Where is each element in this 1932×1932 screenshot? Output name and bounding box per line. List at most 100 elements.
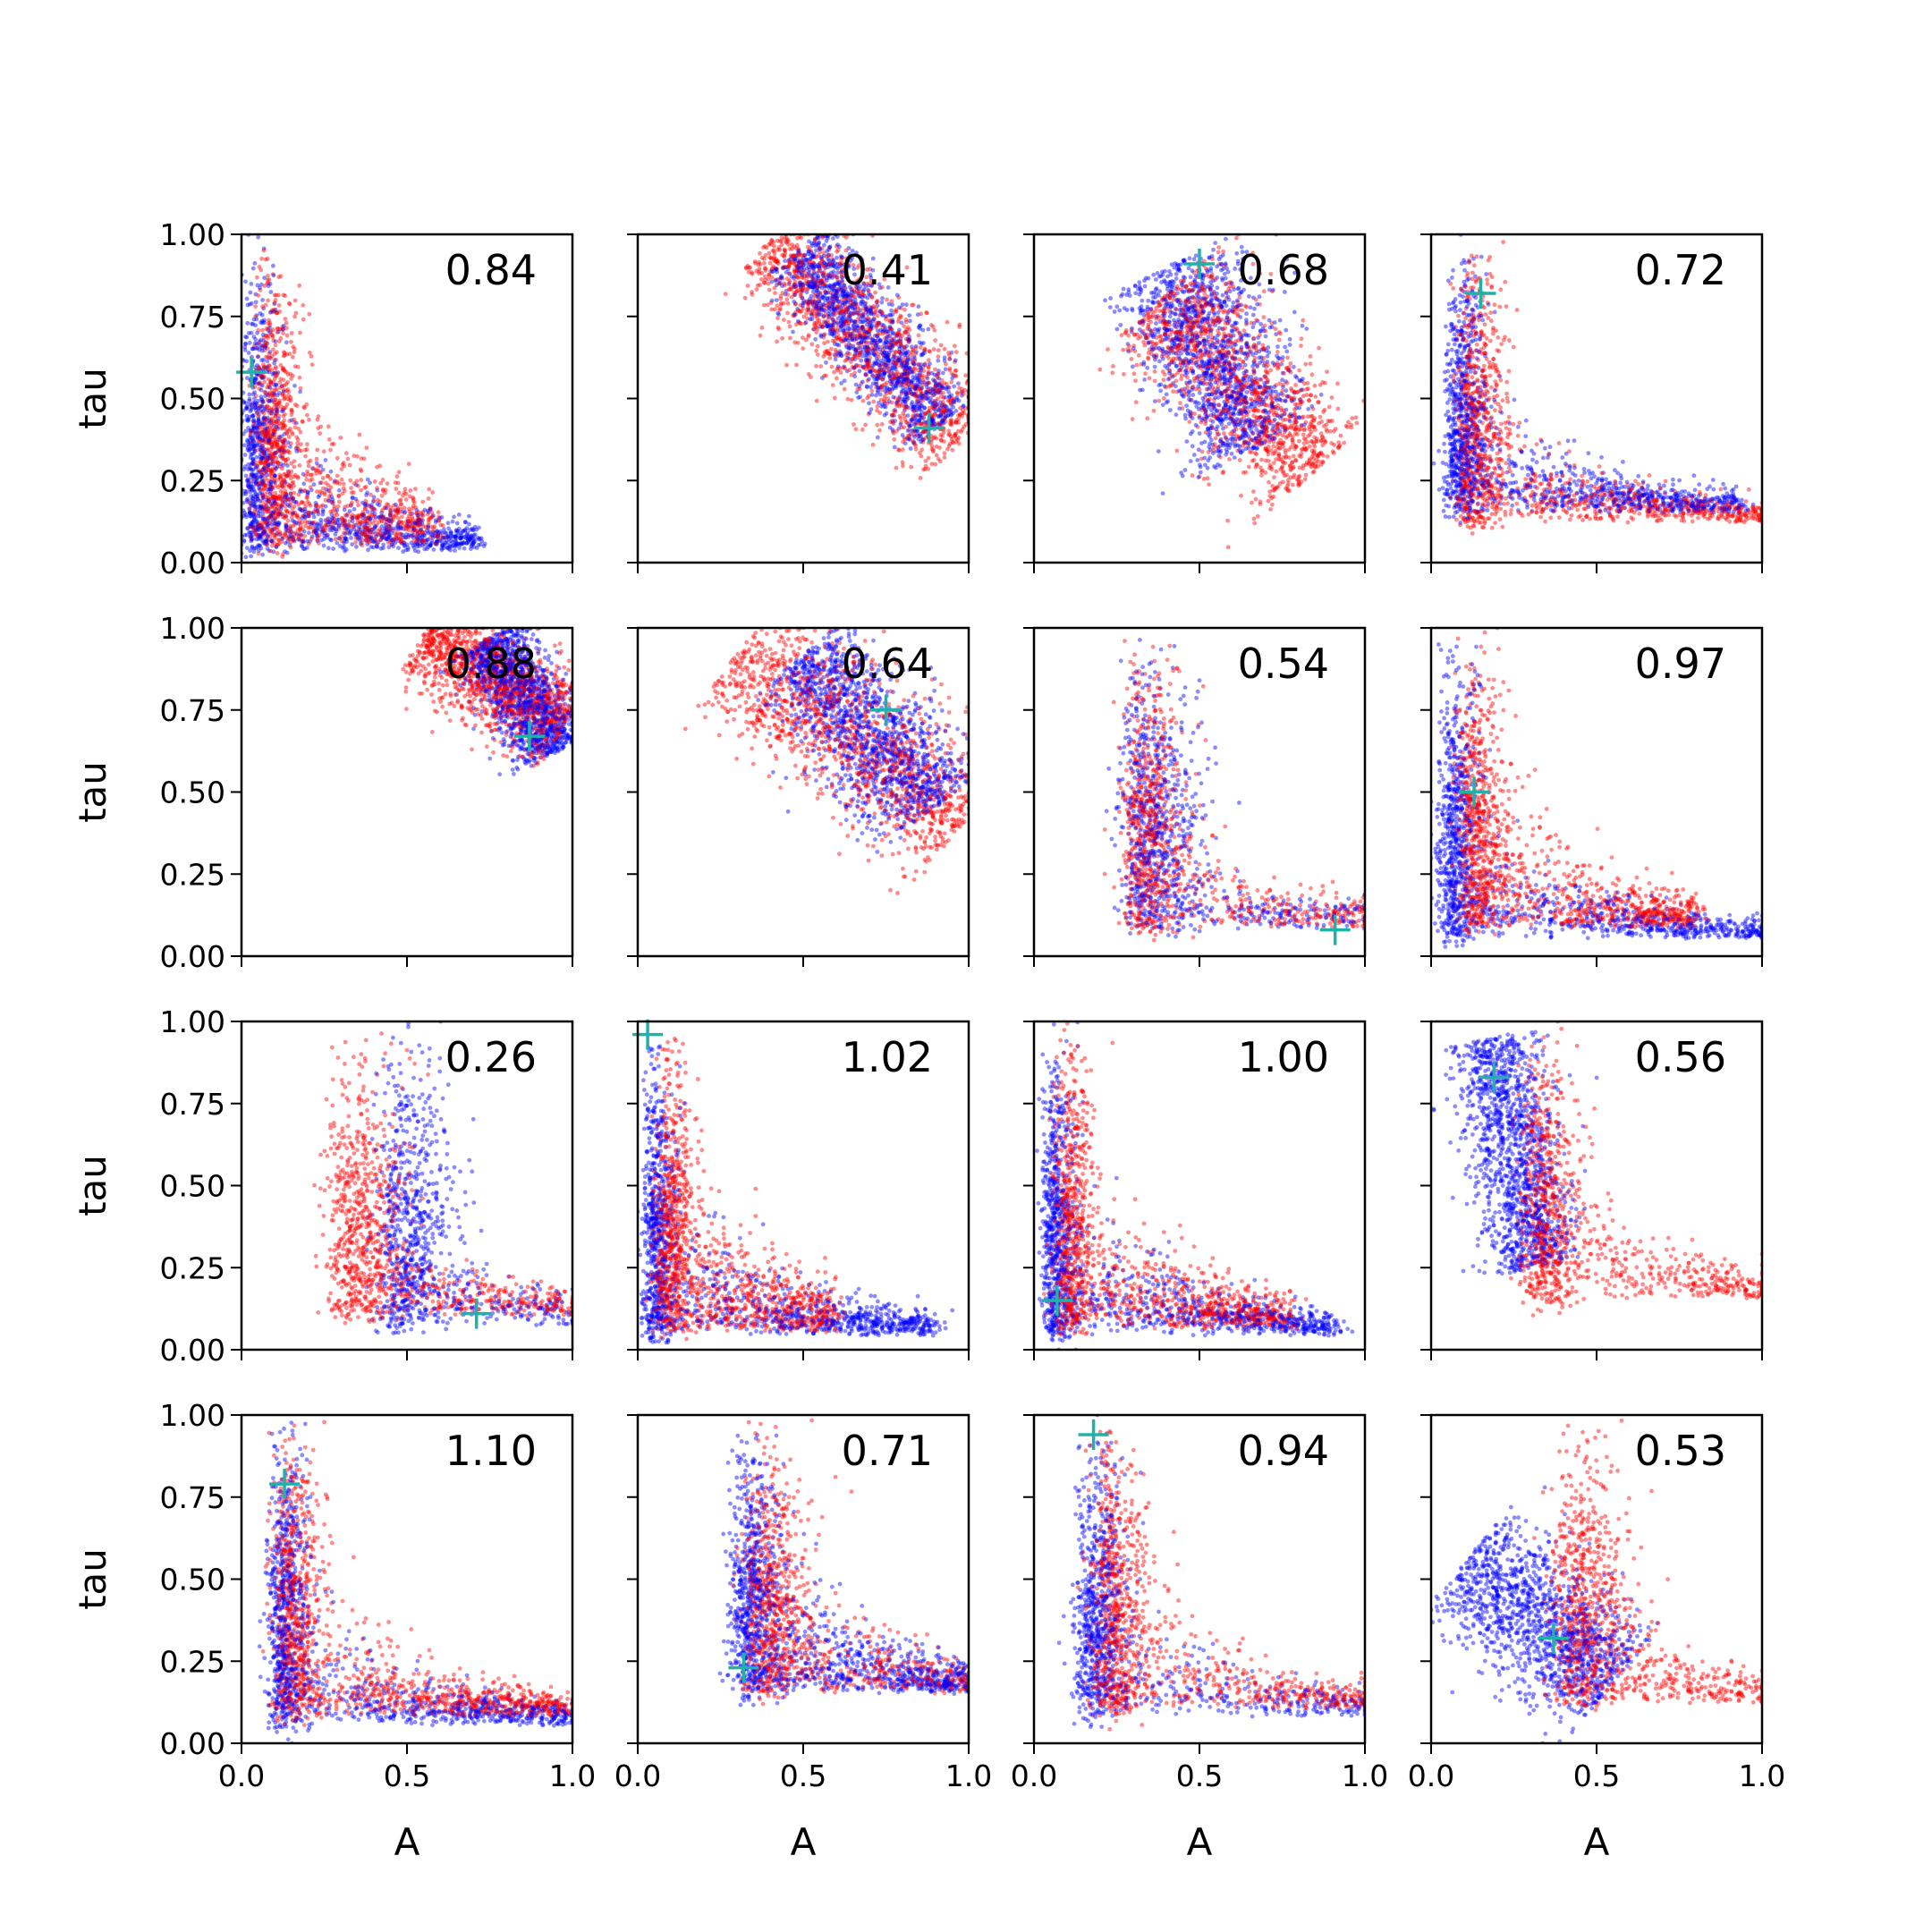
red-point xyxy=(259,505,265,510)
blue-point xyxy=(284,514,289,519)
red-point xyxy=(358,519,363,524)
red-point xyxy=(285,387,291,392)
red-point xyxy=(268,453,273,459)
red-point xyxy=(415,520,420,525)
blue-point xyxy=(280,497,285,502)
red-point xyxy=(907,340,911,344)
red-point xyxy=(902,329,908,335)
blue-point xyxy=(284,525,289,530)
red-point xyxy=(270,445,275,450)
blue-point xyxy=(265,547,270,551)
blue-point xyxy=(243,428,249,434)
blue-point xyxy=(251,335,257,339)
red-point xyxy=(877,428,882,433)
red-point xyxy=(866,394,871,398)
blue-point xyxy=(277,437,283,443)
blue-point xyxy=(323,458,328,462)
blue-point xyxy=(417,533,421,538)
red-point xyxy=(283,488,288,494)
blue-point xyxy=(430,533,435,538)
blue-point xyxy=(244,406,249,411)
blue-point xyxy=(242,538,247,543)
blue-point xyxy=(261,422,266,427)
blue-point xyxy=(400,509,405,514)
red-point xyxy=(266,462,270,467)
blue-point xyxy=(900,302,905,307)
blue-point xyxy=(245,499,250,504)
red-point xyxy=(363,501,369,506)
red-point xyxy=(273,521,278,527)
blue-point xyxy=(470,540,476,546)
red-point xyxy=(272,292,277,298)
blue-point xyxy=(462,528,467,533)
red-point xyxy=(309,477,315,482)
blue-point xyxy=(365,509,370,514)
red-point xyxy=(284,524,288,530)
blue-point xyxy=(249,487,254,493)
red-point xyxy=(279,479,284,485)
blue-point xyxy=(326,522,330,527)
red-point xyxy=(275,442,280,447)
red-point xyxy=(269,392,275,396)
red-point xyxy=(343,523,349,528)
red-point xyxy=(266,440,271,445)
red-point xyxy=(266,367,270,371)
red-point xyxy=(263,343,268,348)
red-point xyxy=(294,514,300,519)
blue-point xyxy=(243,279,248,284)
blue-point xyxy=(456,526,462,531)
blue-point xyxy=(250,546,255,550)
red-point xyxy=(273,450,278,455)
red-point xyxy=(442,535,447,540)
red-point xyxy=(288,426,292,431)
red-point xyxy=(258,382,264,387)
blue-point xyxy=(374,544,379,549)
red-point xyxy=(410,515,415,520)
blue-point xyxy=(250,472,256,477)
blue-point xyxy=(318,521,324,525)
red-point xyxy=(281,457,286,462)
red-point xyxy=(767,260,773,266)
blue-point xyxy=(258,408,263,413)
blue-point xyxy=(801,301,806,306)
red-point xyxy=(259,482,265,487)
points-group xyxy=(242,234,487,560)
red-point xyxy=(291,512,296,516)
red-point xyxy=(324,533,329,538)
red-point xyxy=(253,304,258,309)
red-point xyxy=(283,317,288,321)
blue-point xyxy=(293,521,299,525)
blue-point xyxy=(249,330,254,335)
blue-point xyxy=(264,504,269,508)
blue-point xyxy=(267,481,272,486)
red-point xyxy=(309,521,314,525)
red-point xyxy=(809,342,815,347)
blue-point xyxy=(819,285,825,291)
blue-point xyxy=(274,506,279,512)
red-point xyxy=(826,301,830,307)
blue-point xyxy=(459,535,464,540)
blue-point xyxy=(258,490,263,496)
red-point xyxy=(829,364,835,369)
red-point xyxy=(247,500,252,505)
red-point xyxy=(332,479,337,485)
red-point xyxy=(334,510,339,514)
blue-point xyxy=(251,426,257,431)
blue-point xyxy=(247,414,252,419)
blue-point xyxy=(261,450,267,455)
blue-point xyxy=(469,547,473,551)
red-point xyxy=(853,427,859,432)
red-point xyxy=(267,430,272,436)
blue-point xyxy=(362,531,368,537)
blue-point xyxy=(413,540,419,545)
red-point xyxy=(294,435,300,440)
red-point xyxy=(835,332,841,337)
blue-point xyxy=(253,292,258,297)
red-point xyxy=(762,257,767,261)
red-point xyxy=(349,514,354,520)
red-point xyxy=(260,492,265,497)
blue-point xyxy=(369,504,374,510)
blue-point xyxy=(456,541,462,547)
blue-point xyxy=(343,548,347,554)
blue-point xyxy=(875,334,880,339)
